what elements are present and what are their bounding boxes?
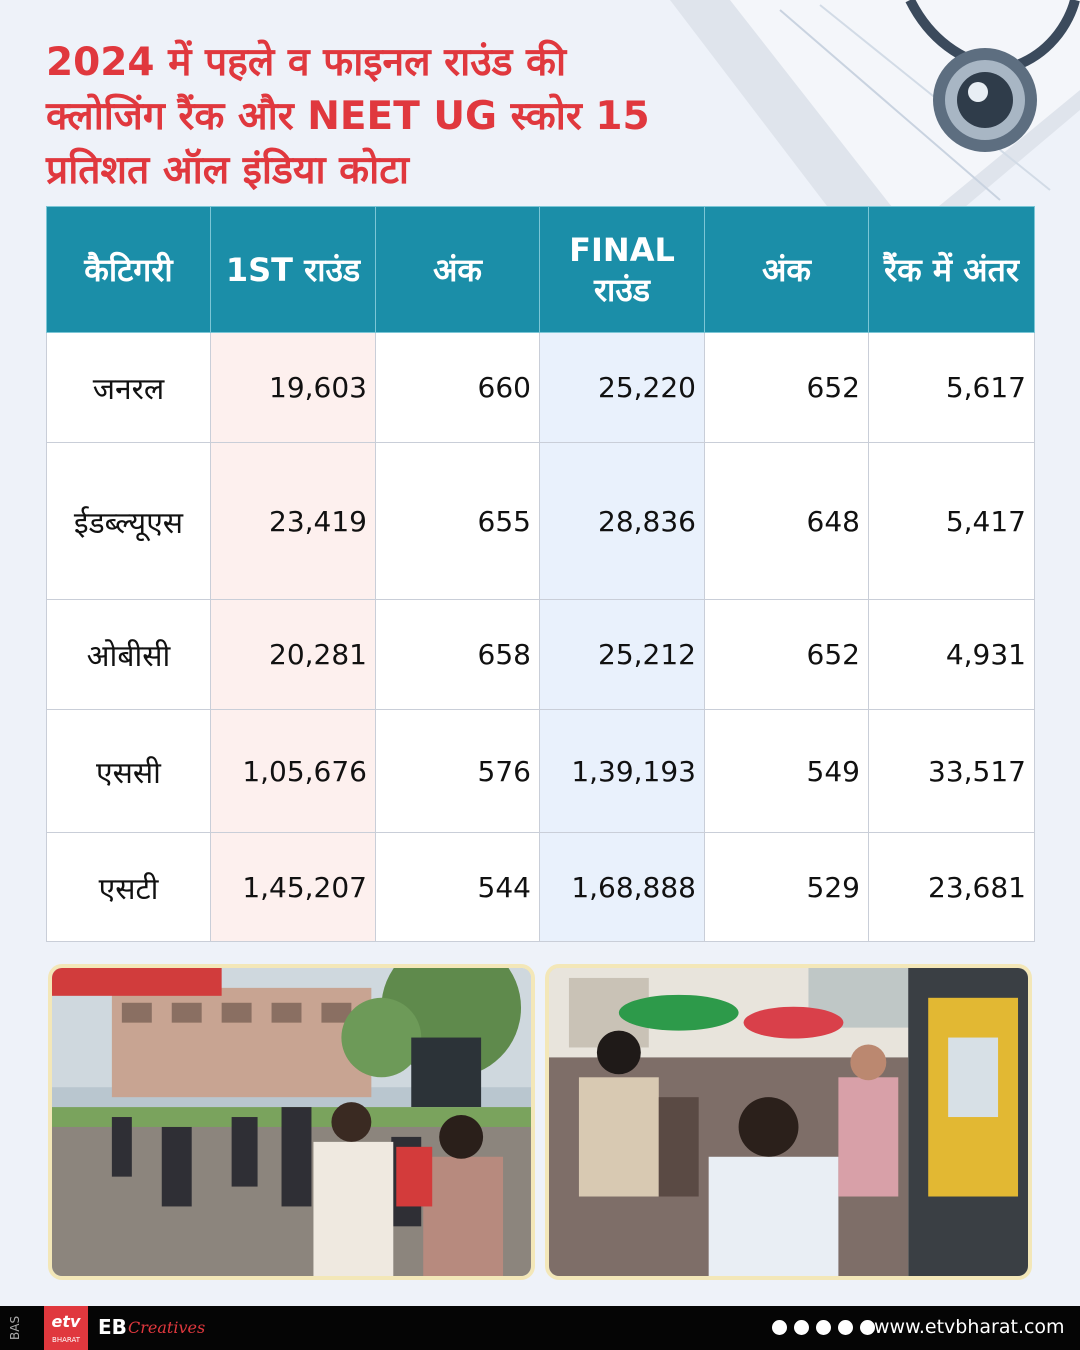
cell-category: एससी [46, 709, 211, 833]
cell-round-1: 20,281 [210, 599, 376, 710]
logo-sub-text: BHARAT [52, 1336, 80, 1344]
cell-marks-final: 648 [704, 442, 869, 600]
cell-round-1: 1,05,676 [210, 709, 376, 833]
header-marks-final: अंक [704, 206, 869, 333]
cell-final-round: 1,68,888 [539, 832, 705, 942]
title-line-3: प्रतिशत ऑल इंडिया कोटा [46, 148, 409, 193]
creatives-label: Creatives [128, 1318, 206, 1337]
cell-round-1: 19,603 [210, 332, 376, 443]
table-row: ईडब्ल्यूएस 23,419 655 28,836 648 5,417 [46, 442, 1035, 600]
youtube-icon[interactable] [838, 1320, 854, 1335]
cell-round-1: 1,45,207 [210, 832, 376, 942]
cell-round-1: 23,419 [210, 442, 376, 600]
title-line-1: 2024 में पहले व फाइनल राउंड की [46, 40, 567, 85]
cell-rank-difference: 5,417 [868, 442, 1035, 600]
title-line-2: क्लोजिंग रैंक और NEET UG स्कोर 15 [46, 94, 650, 139]
cell-marks-round-1: 544 [375, 832, 540, 942]
cell-marks-round-1: 655 [375, 442, 540, 600]
cell-category: ओबीसी [46, 599, 211, 710]
cell-rank-difference: 4,931 [868, 599, 1035, 710]
cell-marks-round-1: 576 [375, 709, 540, 833]
cell-rank-difference: 5,617 [868, 332, 1035, 443]
cell-category: ईडब्ल्यूएस [46, 442, 211, 600]
page-title: 2024 में पहले व फाइनल राउंड की क्लोजिंग … [46, 36, 726, 198]
logo-main-text: etv [51, 1312, 81, 1331]
cell-final-round: 1,39,193 [539, 709, 705, 833]
facebook-icon[interactable] [772, 1320, 787, 1335]
crowd-exam-centre-photo [545, 964, 1032, 1280]
cell-marks-round-1: 658 [375, 599, 540, 710]
website-link[interactable]: www.etvbharat.com [874, 1316, 1065, 1338]
cell-marks-round-1: 660 [375, 332, 540, 443]
cell-rank-difference: 23,681 [868, 832, 1035, 942]
cell-marks-final: 549 [704, 709, 869, 833]
bas-label: BAS [8, 1315, 22, 1341]
cell-marks-final: 652 [704, 332, 869, 443]
cell-marks-final: 529 [704, 832, 869, 942]
cell-rank-difference: 33,517 [868, 709, 1035, 833]
whatsapp-icon[interactable] [860, 1320, 876, 1335]
table-row: जनरल 19,603 660 25,220 652 5,617 [46, 332, 1035, 443]
cell-final-round: 25,212 [539, 599, 705, 710]
instagram-icon[interactable] [816, 1320, 832, 1335]
cell-final-round: 25,220 [539, 332, 705, 443]
cell-marks-final: 652 [704, 599, 869, 710]
header-round-1: 1ST राउंड [210, 206, 376, 333]
header-rank-difference: रैंक में अंतर [868, 206, 1035, 333]
table-row: एसटी 1,45,207 544 1,68,888 529 23,681 [46, 832, 1035, 942]
table-row: ओबीसी 20,281 658 25,212 652 4,931 [46, 599, 1035, 710]
cell-category: एसटी [46, 832, 211, 942]
students-walking-photo [48, 964, 535, 1280]
social-icons [772, 1320, 877, 1336]
footer-bar: BAS etv BHARAT EB Creatives www.etvbhara… [0, 1306, 1080, 1350]
cell-category: जनरल [46, 332, 211, 443]
eb-label: EB [98, 1315, 127, 1339]
etv-bharat-logo: etv BHARAT [44, 1306, 88, 1350]
header-category: कैटिगरी [46, 206, 211, 333]
cell-final-round: 28,836 [539, 442, 705, 600]
header-marks-round-1: अंक [375, 206, 540, 333]
header-final-round: FINAL राउंड [539, 206, 705, 333]
table-header-row: कैटिगरी 1ST राउंड अंक FINAL राउंड अंक रै… [46, 206, 1035, 333]
table-row: एससी 1,05,676 576 1,39,193 549 33,517 [46, 709, 1035, 833]
x-icon[interactable] [794, 1320, 810, 1335]
closing-rank-table: कैटिगरी 1ST राउंड अंक FINAL राउंड अंक रै… [46, 206, 1035, 942]
